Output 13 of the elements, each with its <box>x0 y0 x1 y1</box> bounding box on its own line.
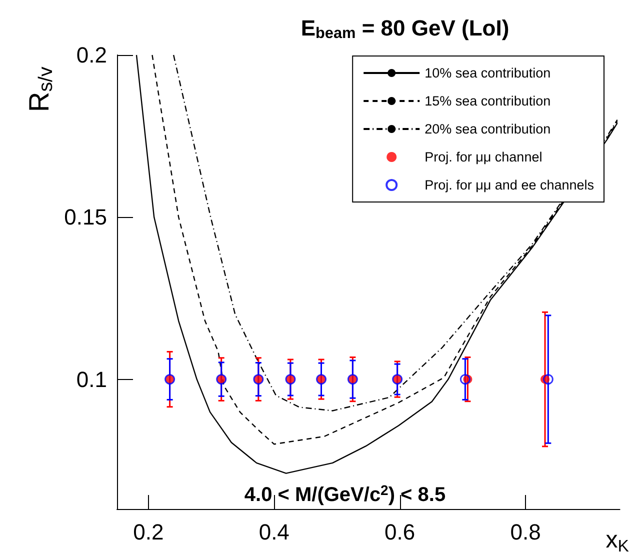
x-tick-label: 0.4 <box>258 520 290 544</box>
x-tick-label: 0.8 <box>510 520 541 544</box>
y-tick-label: 0.1 <box>76 366 107 392</box>
legend-label: 20% sea contribution <box>424 122 551 136</box>
legend-label: 15% sea contribution <box>424 94 551 108</box>
y-tick-label: 0.15 <box>64 204 107 230</box>
x-tick-label: 0.2 <box>133 520 164 544</box>
legend-label: Proj. for μμ and ee channels <box>424 178 594 192</box>
legend-label: 10% sea contribution <box>424 66 551 80</box>
y-tick-label: 0.2 <box>76 42 107 68</box>
x-tick-label: 0.6 <box>384 520 416 544</box>
y-axis-title: Rs/v <box>24 66 57 112</box>
legend-label: Proj. for μμ channel <box>424 150 542 164</box>
